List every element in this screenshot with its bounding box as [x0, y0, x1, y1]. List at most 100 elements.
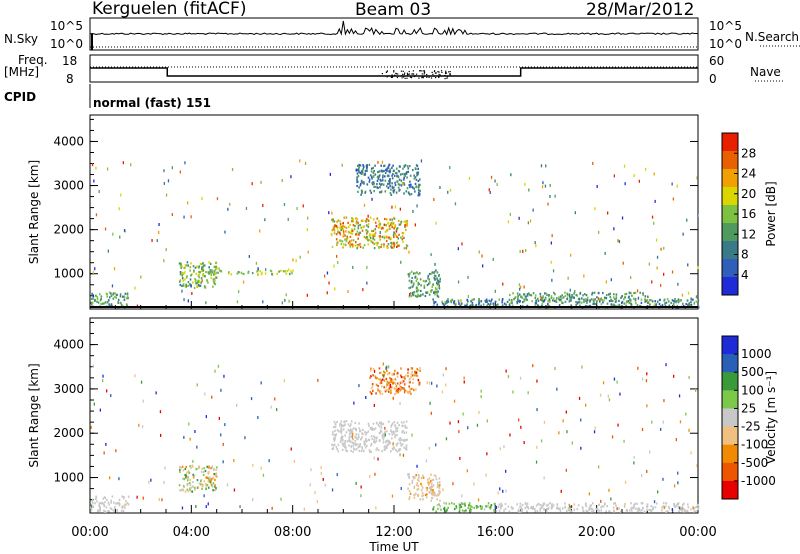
power-data-cell	[349, 232, 352, 235]
power-data-cell	[424, 294, 427, 298]
power-data-cell	[341, 240, 344, 243]
velocity-data-cell	[413, 496, 416, 499]
velocity-data-cell	[676, 503, 679, 506]
velocity-data-cell	[365, 439, 367, 442]
velocity-data-cell	[208, 476, 211, 479]
power-data-cell	[460, 299, 462, 303]
velocity-data-cell	[394, 393, 396, 396]
power-data-cell	[367, 225, 370, 228]
velocity-data-cell	[185, 474, 188, 477]
velocity-data-cell	[337, 430, 340, 433]
power-data-cell	[93, 179, 95, 183]
power-data-cell	[196, 284, 198, 288]
power-data-cell	[373, 238, 376, 241]
power-ylabel: Slant Range [km]	[27, 160, 41, 264]
power-data-cell	[414, 276, 416, 279]
velocity-data-cell	[410, 392, 412, 395]
velocity-data-cell	[350, 435, 353, 438]
power-data-cell	[215, 276, 218, 279]
power-data-cell	[613, 304, 616, 307]
power-data-cell	[587, 296, 589, 299]
velocity-data-cell	[380, 426, 383, 429]
power-data-cell	[695, 300, 698, 303]
nsearch-tick-top: 10^5	[709, 19, 742, 33]
velocity-data-cell	[570, 510, 573, 513]
power-data-cell	[359, 171, 362, 174]
power-data-cell	[378, 246, 380, 249]
velocity-data-cell	[453, 399, 456, 403]
velocity-data-cell	[665, 510, 667, 513]
power-data-cell	[183, 215, 185, 219]
power-data-cell	[366, 265, 368, 269]
velocity-data-cell	[420, 482, 422, 485]
power-colorbar-segment	[722, 223, 738, 242]
velocity-data-cell	[432, 507, 435, 510]
velocity-data-cell	[340, 429, 343, 432]
power-data-cell	[118, 207, 120, 211]
power-data-cell	[106, 295, 108, 298]
power-data-cell	[585, 298, 587, 301]
velocity-data-cell	[200, 470, 203, 473]
power-data-cell	[379, 191, 381, 194]
velocity-data-cell	[233, 459, 235, 463]
velocity-data-cell	[383, 386, 385, 389]
velocity-data-cell	[209, 478, 211, 481]
power-data-cell	[570, 296, 573, 299]
power-data-cell	[126, 295, 129, 298]
power-data-cell	[367, 243, 370, 246]
velocity-data-cell	[366, 444, 368, 448]
velocity-data-cell	[414, 374, 416, 377]
power-data-cell	[351, 217, 353, 220]
power-data-cell	[427, 276, 429, 280]
velocity-data-cell	[497, 491, 499, 495]
velocity-data-cell	[534, 507, 536, 511]
velocity-data-cell	[508, 510, 511, 513]
nave-dip-point	[406, 77, 408, 79]
velocity-data-cell	[378, 439, 381, 442]
velocity-data-cell	[361, 446, 363, 449]
power-data-cell	[207, 271, 210, 274]
power-data-cell	[214, 273, 217, 276]
velocity-data-cell	[542, 502, 545, 505]
velocity-data-cell	[404, 439, 407, 442]
velocity-data-cell	[360, 438, 362, 441]
power-ytick-label: 3000	[53, 179, 84, 193]
velocity-data-cell	[481, 505, 483, 508]
velocity-data-cell	[564, 505, 566, 508]
power-data-cell	[379, 231, 381, 234]
power-data-cell	[422, 293, 424, 296]
velocity-data-cell	[207, 502, 209, 506]
velocity-data-cell	[224, 423, 226, 427]
power-data-cell	[375, 225, 378, 228]
power-data-cell	[623, 298, 625, 301]
velocity-data-cell	[405, 390, 408, 393]
velocity-data-cell	[379, 392, 381, 395]
velocity-data-cell	[478, 411, 480, 414]
power-data-cell	[592, 161, 594, 165]
power-data-cell	[558, 298, 560, 301]
velocity-data-cell	[693, 507, 695, 511]
velocity-data-cell	[110, 508, 113, 511]
velocity-data-cell	[662, 420, 664, 424]
velocity-data-cell	[205, 505, 207, 509]
velocity-data-cell	[517, 508, 520, 511]
power-data-cell	[354, 225, 356, 228]
velocity-data-cell	[158, 498, 160, 501]
power-data-cell	[371, 197, 373, 201]
velocity-data-cell	[399, 437, 402, 440]
power-data-cell	[341, 227, 343, 230]
power-data-cell	[419, 178, 421, 181]
velocity-data-cell	[190, 486, 192, 489]
velocity-data-cell	[399, 442, 402, 445]
velocity-data-cell	[183, 485, 185, 488]
power-data-cell	[376, 186, 378, 189]
power-data-cell	[181, 289, 183, 293]
power-data-cell	[140, 275, 142, 279]
velocity-data-cell	[384, 426, 386, 430]
power-data-cell	[403, 176, 405, 179]
power-data-cell	[406, 165, 409, 168]
power-data-cell	[544, 296, 547, 299]
velocity-data-cell	[459, 507, 461, 510]
velocity-data-cell	[615, 504, 617, 507]
velocity-data-cell	[360, 485, 362, 489]
